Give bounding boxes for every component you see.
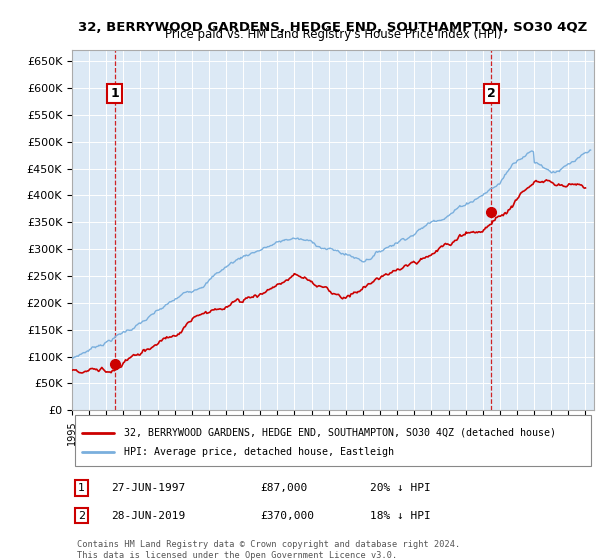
FancyBboxPatch shape xyxy=(74,414,592,466)
Text: 18% ↓ HPI: 18% ↓ HPI xyxy=(370,511,430,521)
Text: 20% ↓ HPI: 20% ↓ HPI xyxy=(370,483,430,493)
Text: 1: 1 xyxy=(78,483,85,493)
Text: 1: 1 xyxy=(110,87,119,100)
Text: 27-JUN-1997: 27-JUN-1997 xyxy=(111,483,185,493)
Text: Contains HM Land Registry data © Crown copyright and database right 2024.
This d: Contains HM Land Registry data © Crown c… xyxy=(77,540,460,560)
Text: 28-JUN-2019: 28-JUN-2019 xyxy=(111,511,185,521)
Text: 2: 2 xyxy=(78,511,85,521)
Text: 2: 2 xyxy=(487,87,496,100)
Text: £370,000: £370,000 xyxy=(260,511,314,521)
Text: £87,000: £87,000 xyxy=(260,483,307,493)
Text: 32, BERRYWOOD GARDENS, HEDGE END, SOUTHAMPTON, SO30 4QZ (detached house): 32, BERRYWOOD GARDENS, HEDGE END, SOUTHA… xyxy=(124,427,556,437)
Text: Price paid vs. HM Land Registry's House Price Index (HPI): Price paid vs. HM Land Registry's House … xyxy=(164,29,502,41)
Title: 32, BERRYWOOD GARDENS, HEDGE END, SOUTHAMPTON, SO30 4QZ: 32, BERRYWOOD GARDENS, HEDGE END, SOUTHA… xyxy=(79,21,587,34)
Text: HPI: Average price, detached house, Eastleigh: HPI: Average price, detached house, East… xyxy=(124,447,394,457)
